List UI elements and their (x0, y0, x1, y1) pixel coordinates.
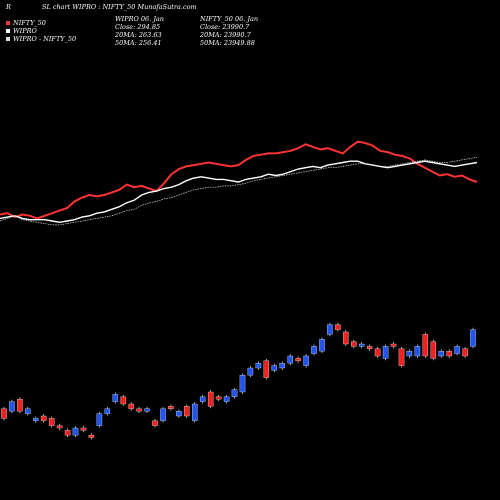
candle (199, 396, 206, 402)
candle (160, 408, 166, 421)
info-nifty: NIFTY_50 06. Jan Close: 23990.7 20MA: 23… (200, 15, 258, 47)
candle (144, 408, 150, 412)
info-nifty-date: NIFTY_50 06. Jan (200, 15, 259, 23)
candle (335, 324, 341, 330)
chart-title: SL chart WIPRO : NIFTY_50 MunafaSutra.co… (42, 3, 197, 11)
info-wipro-close: Close: 294.85 (115, 23, 161, 31)
candle (207, 391, 214, 407)
candle (430, 341, 437, 359)
candle (263, 360, 270, 378)
legend-label-diff: WIPRO - NIFTY_50 (13, 35, 77, 43)
candle (120, 396, 126, 405)
candle (223, 396, 230, 402)
legend-label-nifty: NIFTY_50 (13, 19, 46, 27)
candle (231, 389, 238, 397)
candle (287, 355, 293, 364)
candle (239, 375, 246, 393)
info-wipro-50ma: 50MA: 256.41 (115, 39, 162, 47)
candle (96, 413, 103, 426)
candle (343, 331, 349, 345)
candle (1, 408, 7, 419)
candle (9, 401, 15, 412)
candle (374, 348, 381, 357)
info-nifty-50ma: 50MA: 23949.88 (200, 39, 255, 47)
candle (351, 341, 357, 347)
candle (56, 425, 63, 429)
candle (398, 348, 405, 366)
candle (192, 403, 198, 421)
candle (295, 358, 301, 361)
legend-swatch-wipro (6, 29, 10, 33)
candle (319, 339, 325, 352)
candle (327, 324, 333, 335)
candle (462, 348, 468, 357)
candle (215, 396, 222, 400)
candle (366, 346, 373, 349)
candle (33, 418, 39, 421)
candle (168, 406, 174, 409)
candle (271, 365, 278, 371)
candle (184, 406, 190, 417)
candle (112, 394, 119, 402)
candle (406, 351, 413, 357)
series-line-diff (0, 156, 478, 226)
candle (454, 346, 460, 354)
candle (414, 346, 421, 357)
candle (152, 420, 158, 426)
candle (40, 415, 47, 421)
candle (311, 346, 317, 354)
legend-swatch-nifty (6, 21, 10, 25)
header-left-mark: R (6, 3, 11, 11)
candle (88, 435, 95, 438)
candle (136, 408, 142, 412)
candle (358, 343, 365, 347)
info-nifty-close: Close: 23990.7 (200, 23, 250, 31)
info-wipro-20ma: 20MA: 263.63 (115, 31, 162, 39)
candle (176, 411, 182, 417)
series-line-wipro (0, 160, 478, 224)
legend-item-nifty: NIFTY_50 (6, 19, 76, 27)
candle (438, 351, 444, 357)
candle (422, 334, 429, 357)
candle (279, 363, 285, 369)
candle (247, 367, 254, 376)
series-line-nifty (0, 140, 478, 220)
info-nifty-20ma: 20MA: 23990.7 (200, 31, 251, 39)
candle (25, 408, 31, 414)
candle (64, 430, 71, 436)
candle (255, 363, 262, 369)
info-wipro-date: WIPRO 06. Jan (115, 15, 164, 23)
candle (17, 399, 23, 412)
candle (470, 329, 476, 347)
legend: NIFTY_50 WIPRO WIPRO - NIFTY_50 (6, 19, 76, 43)
candle (104, 408, 111, 414)
candle (303, 355, 309, 366)
legend-item-diff: WIPRO - NIFTY_50 (6, 35, 76, 43)
legend-label-wipro: WIPRO (13, 27, 37, 35)
legend-item-wipro: WIPRO (6, 27, 76, 35)
candle (390, 343, 397, 347)
candle (382, 346, 389, 359)
candle (446, 351, 452, 357)
candle (128, 403, 134, 409)
candle (80, 427, 87, 431)
legend-swatch-diff (6, 37, 10, 41)
candle (72, 427, 79, 436)
candle (48, 418, 55, 426)
info-wipro: WIPRO 06. Jan Close: 294.85 20MA: 263.63… (115, 15, 164, 47)
